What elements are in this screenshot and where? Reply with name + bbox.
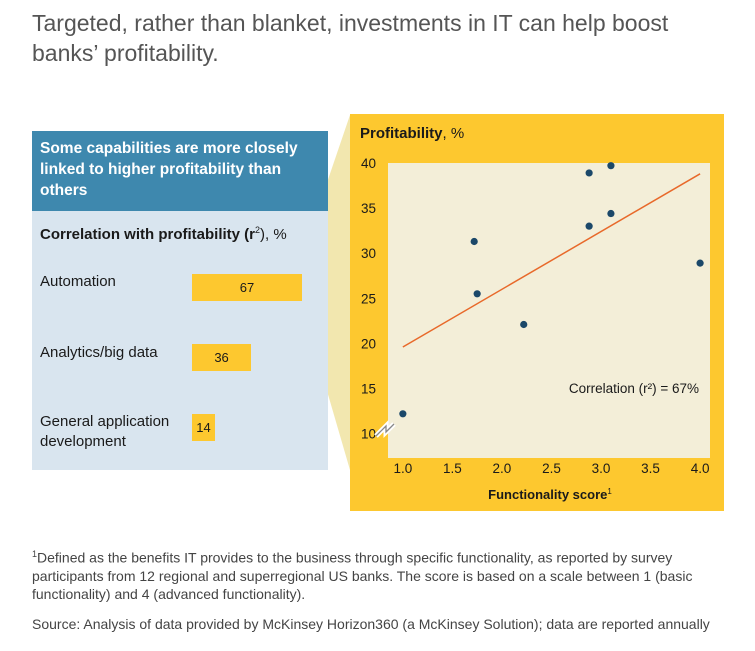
x-axis-label-sup: 1 xyxy=(607,487,612,496)
y-tick-label: 40 xyxy=(361,156,376,171)
capability-bar-analytics: 36 xyxy=(192,344,252,371)
page-title: Targeted, rather than blanket, investmen… xyxy=(32,10,669,66)
y-tick-label: 30 xyxy=(361,246,376,261)
scatter-point xyxy=(473,290,481,298)
y-tick-label: 20 xyxy=(361,336,376,351)
y-tick-label: 25 xyxy=(361,291,376,306)
axis-break-icon xyxy=(374,419,396,439)
correlation-annotation: Correlation (r²) = 67% xyxy=(569,381,699,396)
x-tick-label: 2.0 xyxy=(493,461,512,476)
x-axis-label-text: Functionality score xyxy=(488,487,607,502)
y-tick-label: 15 xyxy=(361,382,376,397)
y-tick-label: 35 xyxy=(361,201,376,216)
capability-panel-header: Some capabilities are more closely linke… xyxy=(32,131,328,211)
plot-area xyxy=(388,163,710,458)
chart-title: Profitability, % xyxy=(360,125,464,142)
correlation-label-text: Correlation with profitability (r xyxy=(40,226,256,243)
capability-label-analytics: Analytics/big data xyxy=(40,344,158,361)
x-tick-label: 3.0 xyxy=(592,461,611,476)
footnote: 1Defined as the benefits IT provides to … xyxy=(32,545,732,603)
scatter-point xyxy=(607,162,615,170)
footnote-text: Defined as the benefits IT provides to t… xyxy=(32,549,693,602)
x-axis-label: Functionality score1 xyxy=(488,487,612,502)
capability-label-general-app-dev: General application development xyxy=(40,413,170,450)
x-tick-label: 3.5 xyxy=(641,461,660,476)
scatter-point xyxy=(607,209,615,218)
x-tick-label: 4.0 xyxy=(691,461,710,476)
x-tick-label: 2.5 xyxy=(542,461,561,476)
capability-bar-automation: 67 xyxy=(192,274,302,301)
footnote-marker: 1 xyxy=(32,549,38,559)
scatter-point xyxy=(585,169,593,177)
scatter-point xyxy=(470,237,478,246)
y-tick-label: 10 xyxy=(361,427,376,442)
correlation-label: Correlation with profitability (r2), % xyxy=(40,225,287,243)
x-tick-label: 1.0 xyxy=(393,461,412,476)
correlation-label-suffix: ), % xyxy=(260,226,287,243)
scatter-chart-panel: Profitability, % 10 15 20 25 30 35 40 1.0 1.5 2.… xyxy=(350,114,724,511)
capability-bar-general-app-dev: 14 xyxy=(192,414,215,441)
scatter-point xyxy=(696,259,704,267)
scatter-point xyxy=(585,222,593,230)
capability-panel: Some capabilities are more closely linke… xyxy=(32,131,328,470)
chart-title-unit: , % xyxy=(442,125,465,142)
scatter-chart: 10 15 20 25 30 35 40 1.0 1.5 2.0 2.5 3.0 3.5 4.0 Cor… xyxy=(361,156,710,502)
x-tick-label: 1.5 xyxy=(443,461,462,476)
chart-title-text: Profitability xyxy=(360,125,443,142)
trend-line xyxy=(402,173,701,348)
scatter-point xyxy=(399,410,407,418)
correlation-label-sup: 2 xyxy=(255,225,261,235)
capability-label-automation: Automation xyxy=(40,273,116,290)
source-note: Source: Analysis of data provided by McK… xyxy=(32,616,710,632)
scatter-point xyxy=(520,320,528,329)
